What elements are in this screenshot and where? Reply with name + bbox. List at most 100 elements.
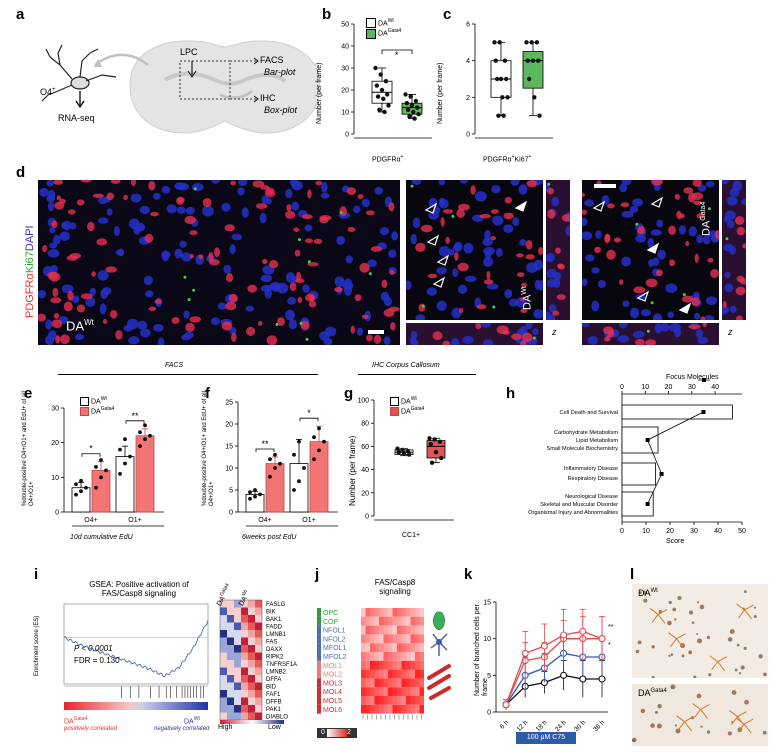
nucleus [47,249,60,258]
nucleus [452,268,459,278]
nucleus [546,268,558,279]
heat-cell [361,678,366,688]
heat-cell [220,682,227,690]
stained-cell [640,708,646,714]
pdgfra-cell [734,216,745,225]
data-point [377,107,382,113]
row-color-bar [317,634,321,644]
brain-schematic-svg [41,40,321,134]
nucleus [729,245,736,255]
pdgfra-cell [427,273,438,279]
pdgfra-cell [214,247,220,258]
panel-i-heatmap: DAGata4 DAWt FASLG BIK BAK1 FADD LMNB1 FAS DAX… [216,582,316,744]
data-point [400,447,405,453]
heat-cell [419,696,424,705]
nucleus [180,252,192,262]
pdgfra-cell [208,251,214,262]
heat-cell [255,630,262,638]
nucleus [724,283,734,293]
heat-cell [410,616,415,626]
row-color-bar [317,687,321,696]
heat-cell [383,704,388,714]
pdgfra-cell [262,258,268,265]
gene-label: BIK [266,610,276,616]
pdgfra-cell [547,209,556,219]
data-point [273,452,277,457]
oligodendrocyte-icon [41,44,117,102]
nucleus [74,333,85,340]
heat-cell [220,615,227,623]
focus-point [659,472,664,476]
heat-cell [370,687,375,696]
panel-i-fdr: FDR = 0.130 [74,656,120,665]
heat-high: High [218,724,233,731]
brain-section-shape [129,40,321,134]
pdgfra-cell [252,180,265,188]
panel-k-sig2: * [608,642,611,649]
y-tick-label: 60 [361,444,369,451]
heat-cell [401,669,406,679]
gene-label: DFFB [266,700,282,706]
heat-cell [241,712,248,720]
pdgfra-cell [171,317,180,324]
data-point [497,40,502,45]
sig-bracket [299,417,319,422]
data-point [253,494,257,499]
nucleus [652,313,663,320]
data-point [504,76,509,82]
nucleus [161,185,171,194]
y-tick-label: 5 [229,488,233,495]
nucleus [85,296,96,307]
heat-cell [419,678,424,688]
data-point [598,675,606,683]
panel-c-chart: 0 2 4 6 [466,22,553,139]
heat-cell [383,634,388,644]
nucleus [483,339,494,345]
pdgfra-cell [366,210,375,216]
stained-cell [688,610,694,615]
pdgfra-cell [655,269,663,277]
heat-cell [370,625,375,635]
nucleus [484,230,491,241]
heat-cell [410,643,415,652]
data-point [401,451,407,456]
nucleus [621,210,634,218]
nucleus [491,185,501,194]
heat-cell [374,678,379,688]
nucleus [696,234,704,244]
heat-cell [255,645,262,653]
y-tick-label: 5 [487,673,491,680]
nucleus [618,323,628,329]
plot-frame [63,603,209,685]
pdgfra-cell [361,314,369,319]
data-point [405,107,411,113]
heat-cell [410,625,415,635]
sig-bracket [255,448,275,452]
data-point [416,112,421,117]
nucleus [202,205,214,217]
heat-cell [370,669,375,679]
ki67-signal [410,184,414,188]
row-label: MOL4 [323,689,342,696]
heat-cell [401,704,406,714]
legend-e: DAWt DAGata4 [80,396,114,416]
panel-c-xlabel: PDGFRα+Ki67+ [483,154,532,164]
heat-cell [227,667,234,675]
data-point [297,439,301,444]
es-curve [63,620,209,677]
data-point [529,40,534,45]
heat-cell [361,625,366,635]
heat-cell [227,675,234,683]
pdgfra-cell [415,242,426,253]
nucleus [321,181,328,193]
ki67-signal [275,323,279,327]
nucleus [640,309,652,317]
pdgfra-cell [51,220,58,228]
nucleus [174,248,183,259]
nucleus [621,256,631,267]
heat-cell [388,669,393,679]
data-point [598,635,606,643]
heat-cell [383,678,388,688]
heat-cell [383,660,388,670]
panel-k: 0 5 10 15 6 h 12 h 18 h 24 h 30 h 36 h Number of … [464,576,636,748]
